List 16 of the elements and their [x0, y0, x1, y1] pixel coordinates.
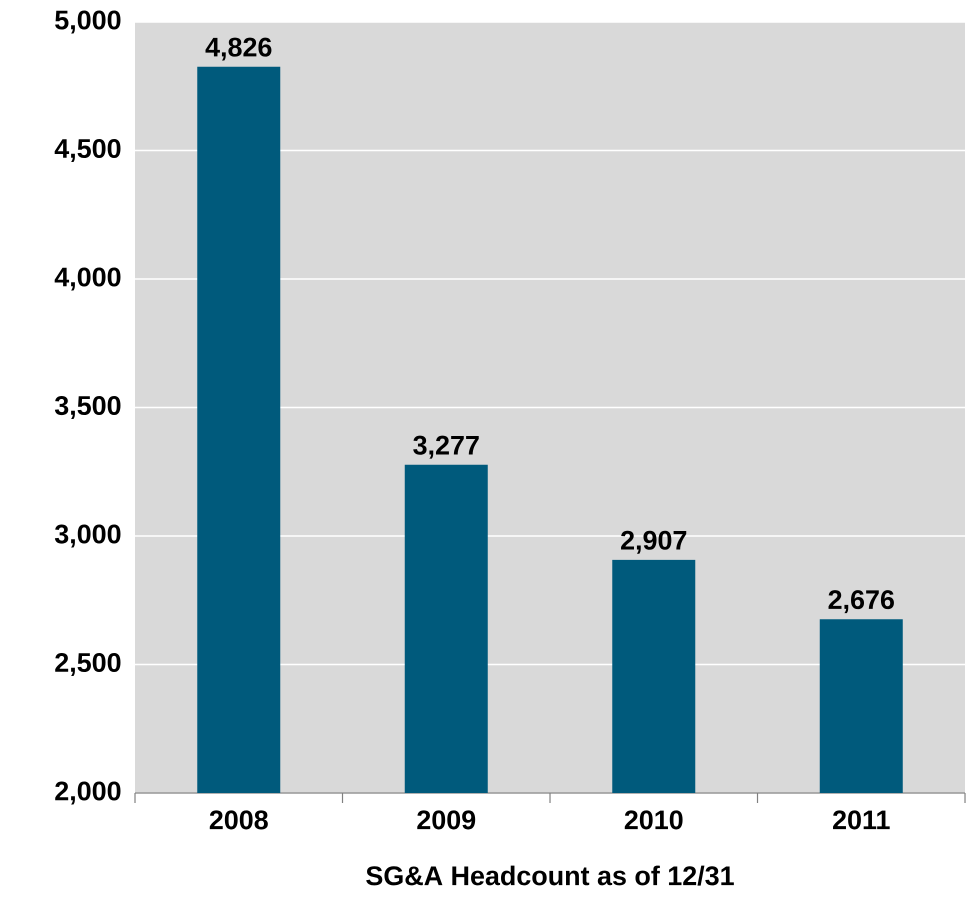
y-tick-label: 2,000 — [55, 782, 120, 804]
y-tick-label: 3,500 — [54, 396, 120, 419]
x-tick-label: 2009 — [417, 810, 476, 830]
y-tick-label: 4,500 — [54, 139, 120, 162]
y-tick-label: 5,000 — [55, 10, 120, 34]
x-tick-label: 2010 — [624, 810, 683, 830]
y-tick-label: 3,000 — [54, 524, 120, 548]
y-tick-label: 2,500 — [55, 653, 120, 676]
y-tick-label: 4,000 — [54, 268, 120, 290]
data-label: 2,676 — [828, 590, 894, 614]
x-tick-label: 2008 — [210, 810, 268, 830]
data-label: 3,277 — [413, 436, 479, 459]
data-label: 4,826 — [206, 38, 272, 61]
x-axis-title: SG&A Headcount as of 12/31 — [366, 866, 734, 886]
x-tick-label: 2011 — [833, 810, 890, 830]
data-label: 2,907 — [621, 530, 686, 554]
